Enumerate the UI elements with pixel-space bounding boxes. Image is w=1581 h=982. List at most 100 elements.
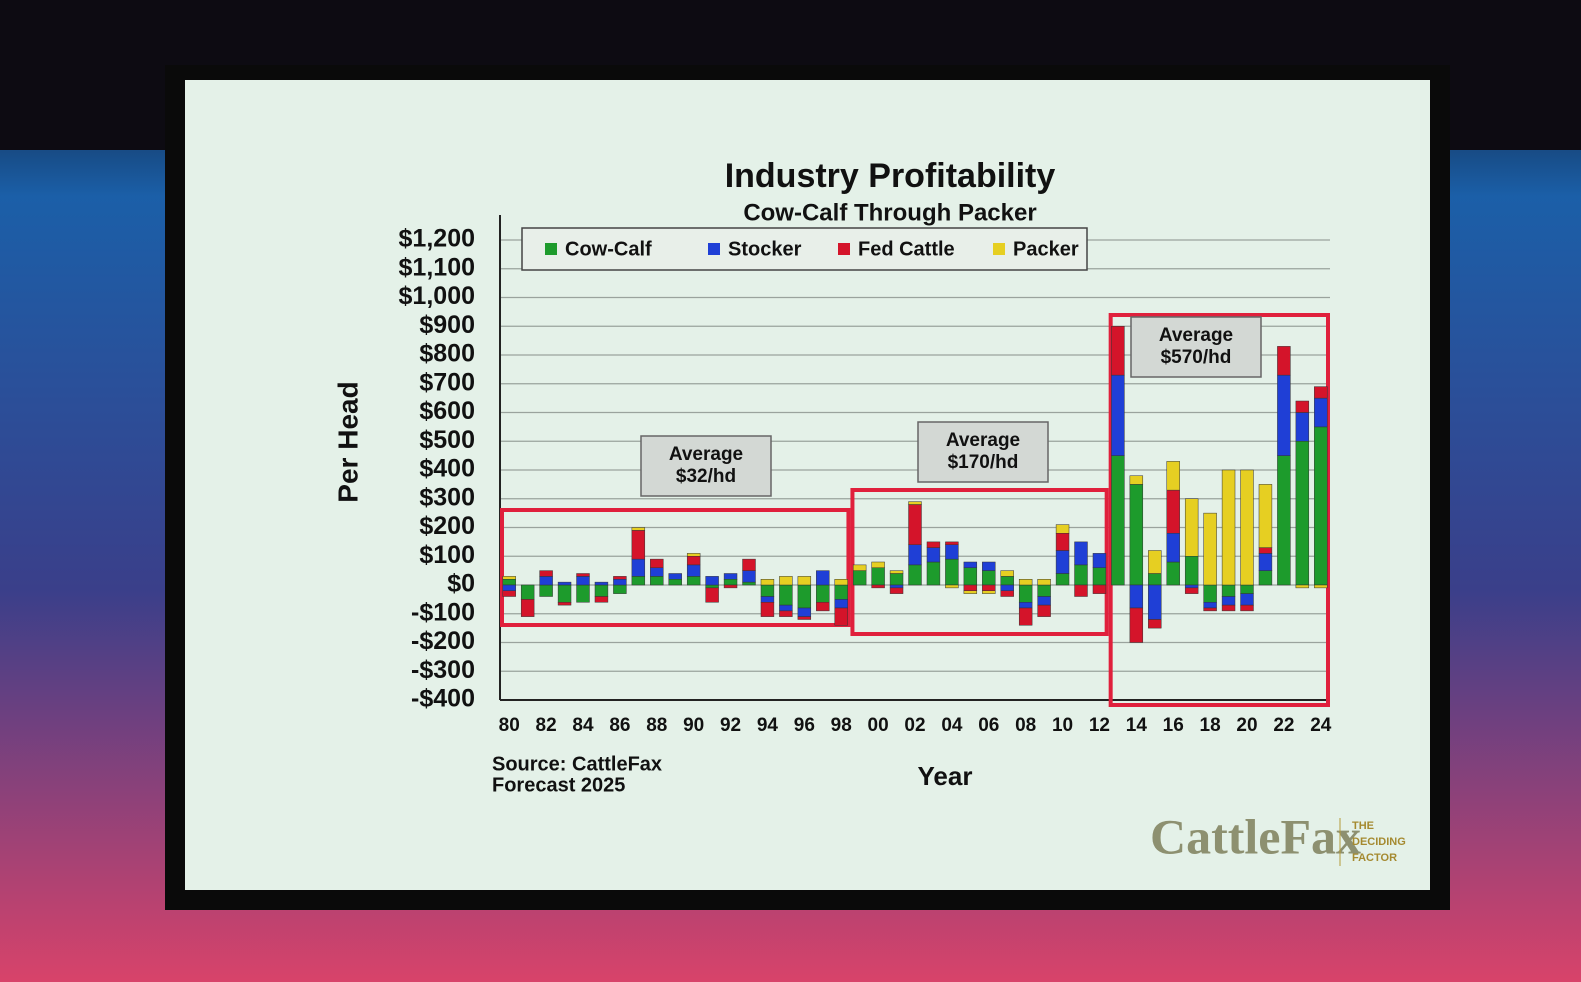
bar-segment <box>520 584 535 600</box>
bar-segment <box>631 527 646 531</box>
bar-segment <box>1277 455 1291 586</box>
bar-segment <box>1184 556 1199 586</box>
bar-segment <box>1129 584 1144 609</box>
bar-segment <box>1221 469 1236 586</box>
bar-segment <box>650 576 664 586</box>
bar-segment <box>889 584 904 589</box>
y-tick-label: $1,000 <box>399 282 475 310</box>
x-tick-label: 86 <box>609 715 630 736</box>
bar-segment <box>1240 469 1254 586</box>
bar-segment <box>1000 576 1014 586</box>
logo-tagline: THE <box>1352 820 1374 832</box>
bar-segment <box>963 590 978 594</box>
bar-segment <box>834 584 848 600</box>
bar-segment <box>1258 484 1273 548</box>
bar-segment <box>760 596 775 603</box>
bar-segment <box>1184 584 1199 589</box>
bar-segment <box>779 610 793 617</box>
y-tick-label: -$300 <box>411 656 475 684</box>
y-tick-label: -$200 <box>411 627 475 655</box>
bar-segment <box>1129 475 1144 485</box>
bar-segment <box>1240 584 1254 594</box>
bar-segment <box>779 584 793 606</box>
bar-segment <box>1203 607 1217 612</box>
bar-segment <box>1258 553 1273 571</box>
bar-segment <box>1055 573 1070 586</box>
y-tick-label: $0 <box>447 570 475 598</box>
bar-segment <box>1240 604 1254 612</box>
bar-segment <box>1295 400 1310 413</box>
bar-segment <box>908 501 922 505</box>
x-tick-label: 92 <box>720 715 741 736</box>
bar-segment <box>1037 584 1051 597</box>
logo-tagline: DECIDING <box>1352 836 1406 848</box>
bar-segment <box>631 530 646 560</box>
bar-segment <box>594 596 609 603</box>
bar-segment <box>926 541 941 548</box>
bar-segment <box>1000 590 1014 597</box>
x-tick-label: 22 <box>1273 715 1294 736</box>
period-box <box>850 488 1109 636</box>
callout-text: $570/hd <box>1161 347 1232 368</box>
legend-swatch <box>993 243 1005 255</box>
bar-segment <box>963 584 978 591</box>
bar-segment <box>797 576 812 586</box>
bar-segment <box>1314 426 1328 586</box>
bar-segment <box>668 579 682 586</box>
bar-segment <box>889 587 904 594</box>
bar-segment <box>1258 570 1273 586</box>
x-axis-label: Year <box>918 761 973 791</box>
period-box <box>500 508 851 627</box>
note: Forecast 2025 <box>492 774 625 796</box>
y-tick-label: $600 <box>419 397 475 425</box>
bar-segment <box>705 576 719 586</box>
bar-segment <box>1074 584 1088 597</box>
bar-segment <box>982 570 996 586</box>
bar-segment <box>557 602 572 606</box>
bar-segment <box>871 561 885 568</box>
bar-segment <box>1148 573 1162 586</box>
bar-segment <box>1074 564 1088 586</box>
callout-text: $170/hd <box>948 452 1019 473</box>
bar-segment <box>613 579 627 586</box>
legend-label: Cow-Calf <box>565 238 652 260</box>
bar-segment <box>686 556 701 566</box>
source: Source: CattleFax <box>492 753 662 775</box>
callout-box <box>1130 316 1262 378</box>
bar-segment <box>1055 550 1070 574</box>
bar-segment <box>1000 584 1014 591</box>
x-tick-label: 80 <box>499 715 520 736</box>
bar-segment <box>963 567 978 586</box>
x-tick-label: 16 <box>1163 715 1184 736</box>
y-tick-label: $900 <box>419 311 475 339</box>
bar-segment <box>650 558 664 568</box>
bar-segment <box>816 602 830 612</box>
bar-segment <box>742 581 756 586</box>
bar-segment <box>889 570 904 574</box>
y-tick-label: $100 <box>419 541 475 569</box>
bar-segment <box>742 570 756 583</box>
bar-segment <box>520 599 535 617</box>
callout-text: Average <box>946 430 1020 451</box>
bar-segment <box>1221 604 1236 612</box>
x-tick-label: 24 <box>1310 715 1332 736</box>
bar-segment <box>834 599 848 609</box>
y-axis-label: Per Head <box>332 381 363 502</box>
y-tick-label: $200 <box>419 512 475 540</box>
bar-segment <box>1037 596 1051 606</box>
bar-segment <box>1184 498 1199 557</box>
bar-segment <box>1129 484 1144 586</box>
bar-segment <box>502 590 516 597</box>
bar-segment <box>705 587 719 603</box>
bar-segment <box>723 579 738 586</box>
bar-segment <box>945 558 959 586</box>
legend-swatch <box>838 243 850 255</box>
bar-segment <box>1148 550 1162 574</box>
bar-segment <box>945 541 959 545</box>
bar-segment <box>1000 570 1014 577</box>
bar-segment <box>1055 533 1070 551</box>
bar-segment <box>576 573 590 577</box>
x-tick-label: 94 <box>757 715 779 736</box>
bar-segment <box>1314 397 1328 428</box>
bar-segment <box>1166 561 1180 586</box>
